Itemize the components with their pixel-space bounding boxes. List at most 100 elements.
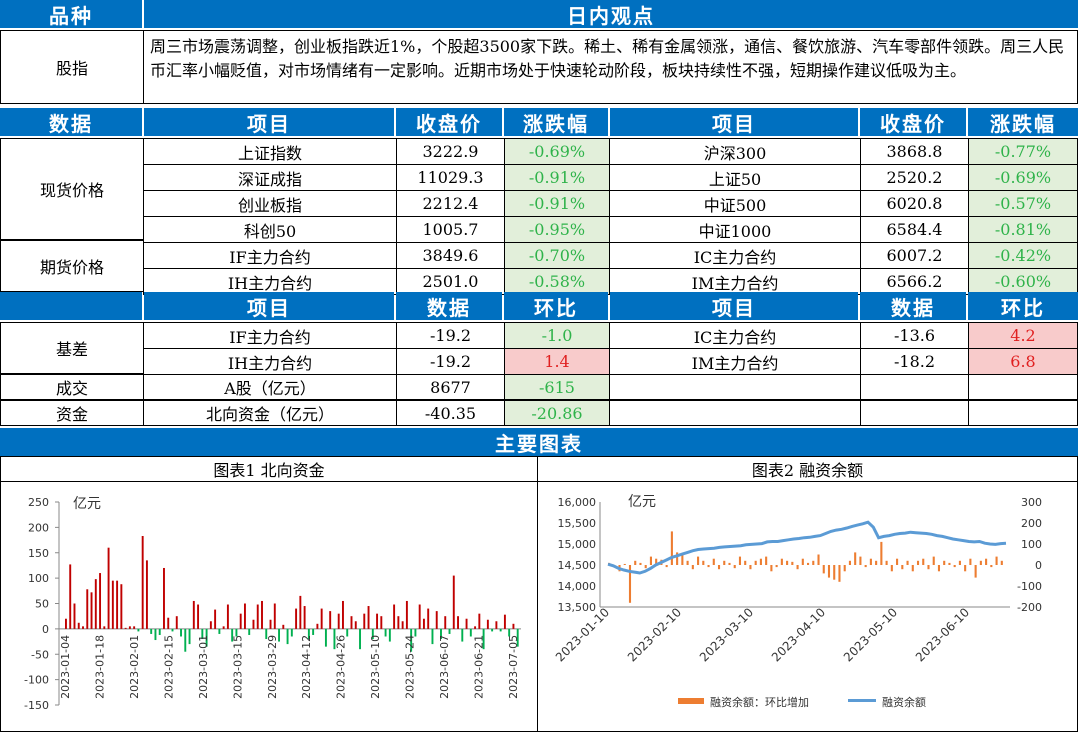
chart2-ytick-right-0: 300 <box>1021 496 1042 509</box>
chart2-xtick-0: 2023-01-10 <box>553 605 612 664</box>
chart1-bar-41 <box>239 613 242 629</box>
chart1-bar-102 <box>499 628 502 632</box>
chart2-bar-48 <box>859 556 862 565</box>
chart1-bar-99 <box>486 619 489 629</box>
t1-row0-col3: 沪深300 <box>609 138 861 165</box>
chart2-bar-55 <box>896 558 899 565</box>
t1-row1-col0: 深证成指 <box>143 164 397 191</box>
chart2-bar-60 <box>922 558 925 565</box>
chart2-bar-4 <box>628 565 632 603</box>
chart1-bar-84 <box>422 618 425 629</box>
chart1-frame: 亿元 250 200 150 100 50 0 -50 -100 -150 2023-01-04 20… <box>0 481 538 732</box>
chart1-bar-28 <box>184 628 187 652</box>
chart2-ytick-left-3: 14,500 <box>558 559 597 572</box>
chart1-xtick-1: 2023-01-18 <box>93 635 106 699</box>
t1-row2-col4: 6020.8 <box>860 190 969 217</box>
t1-row5-col5: -0.60% <box>968 268 1078 295</box>
chart1-bar-86 <box>431 628 434 645</box>
chart1-xtick-11: 2023-06-07 <box>438 635 451 699</box>
fund-empty-2 <box>860 400 969 426</box>
chart1-bar-38 <box>226 604 229 629</box>
chart2-bar-64 <box>943 560 946 565</box>
basis-label: 基差 <box>0 322 144 374</box>
chart1-bar-15 <box>128 626 131 629</box>
chart1-bar-71 <box>367 606 370 629</box>
chart2-bar-44 <box>838 565 841 582</box>
chart2-bar-46 <box>848 560 851 565</box>
basis-row1-col2: 1.4 <box>504 348 610 375</box>
chart1-xtick-2: 2023-02-01 <box>128 635 141 699</box>
t1-row0-col5: -0.77% <box>968 138 1078 165</box>
chart2-bar-28 <box>754 560 757 565</box>
chart2-title: 图表2 融资余额 <box>537 456 1078 482</box>
t2-head-3: 项目 <box>610 292 858 320</box>
chart1-bar-75 <box>384 628 387 637</box>
chart2-bar-24 <box>733 565 736 569</box>
chart1-xtick-7: 2023-04-12 <box>300 635 313 699</box>
chart1-bar-92 <box>457 616 459 629</box>
chart2-bar-53 <box>885 560 888 565</box>
chart2-bar-51 <box>875 560 878 565</box>
chart2-ytick-right-3: 0 <box>1035 559 1042 572</box>
chart1-bar-57 <box>307 628 310 640</box>
view-label: 股指 <box>0 30 144 104</box>
t1-row4-col4: 6007.2 <box>860 242 969 269</box>
chart1-bar-50 <box>278 628 281 642</box>
charts-header: 主要图表 <box>0 428 1078 456</box>
fund-value: -40.35 <box>396 400 505 426</box>
chart1-bar-30 <box>192 600 195 629</box>
chart1-bar-64 <box>337 613 340 629</box>
trade-item: A股（亿元） <box>143 374 397 400</box>
chart1-ylabel: 亿元 <box>73 496 101 512</box>
t1-row2-col2: -0.91% <box>504 190 610 217</box>
chart2-bar-75 <box>1000 560 1003 565</box>
chart2-ytick-left-2: 15,000 <box>558 538 597 551</box>
chart1-ytick-0: 250 <box>28 496 49 509</box>
chart2-bar-73 <box>990 565 993 568</box>
t1-row2-col5: -0.57% <box>968 190 1078 217</box>
t2-head-4: 数据 <box>860 292 966 320</box>
chart2-bar-25 <box>738 556 742 565</box>
chart1-bar-12 <box>116 580 119 629</box>
t1-head-0: 数据 <box>0 108 142 136</box>
chart1-ytick-2: 150 <box>28 547 49 560</box>
t1-row2-col0: 创业板指 <box>143 190 397 217</box>
chart1-bar-55 <box>299 595 302 629</box>
chart1-bar-4 <box>82 626 84 629</box>
chart2-bar-65 <box>948 562 951 565</box>
chart1-xtick-8: 2023-04-26 <box>335 635 348 699</box>
t1-head-3: 涨跌幅 <box>504 108 608 136</box>
chart1-xtick-3: 2023-02-15 <box>162 635 175 699</box>
chart1-bar-29 <box>188 628 191 645</box>
t1-row0-col0: 上证指数 <box>143 138 397 165</box>
chart1-bar-51 <box>282 624 285 629</box>
chart1-bar-97 <box>478 613 481 629</box>
chart2-xtick-2: 2023-03-10 <box>697 605 756 664</box>
chart2-bar-7 <box>644 565 647 569</box>
chart2-bar-62 <box>932 556 935 565</box>
chart1-xtick-13: 2023-07-05 <box>507 635 520 699</box>
chart1-bar-7 <box>94 579 97 629</box>
group-spot-label: 现货价格 <box>0 138 144 240</box>
chart1-bar-101 <box>495 621 498 629</box>
chart1-bar-11 <box>111 580 114 629</box>
chart2-xtick-5: 2023-06-10 <box>913 605 972 664</box>
chart2-xtick-4: 2023-05-10 <box>841 605 900 664</box>
chart2-svg: 亿元 16,000 15,500 15,000 14,500 14,000 13,500 30… <box>553 494 1042 709</box>
chart2-bar-40 <box>817 554 820 565</box>
t1-row1-col3: 上证50 <box>609 164 861 191</box>
chart2-ytick-left-0: 16,000 <box>558 496 597 509</box>
basis-row1-col5: 6.8 <box>968 348 1078 375</box>
chart2-bar-35 <box>791 561 794 565</box>
chart2-bar-47 <box>854 552 857 565</box>
chart2-bar-45 <box>843 565 846 572</box>
chart1-bar-96 <box>474 626 477 629</box>
chart2-bar-69 <box>969 558 972 565</box>
chart1-title: 图表1 北向资金 <box>0 456 538 482</box>
chart2-ytick-right-5: -200 <box>1017 601 1042 614</box>
chart2-bar-23 <box>728 562 731 565</box>
chart1-bar-61 <box>324 628 327 647</box>
chart2-ytick-left-4: 14,000 <box>558 580 597 593</box>
chart1-bar-26 <box>175 616 178 629</box>
chart1-bar-22 <box>158 628 161 635</box>
